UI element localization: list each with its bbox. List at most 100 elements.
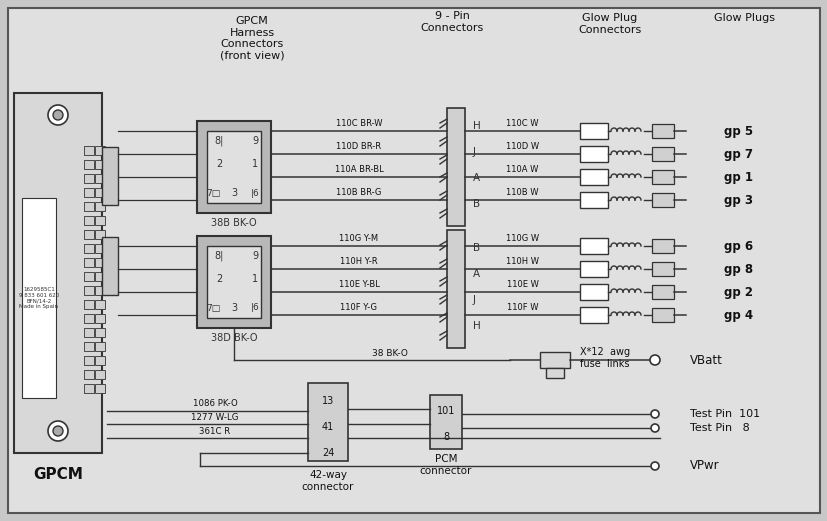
Text: 9 - Pin
Connectors: 9 - Pin Connectors <box>420 11 483 33</box>
Text: gp 7: gp 7 <box>723 147 752 160</box>
Text: 38B BK-O: 38B BK-O <box>211 218 256 228</box>
Bar <box>84 356 94 365</box>
Bar <box>95 244 105 253</box>
Bar <box>651 285 673 299</box>
Text: 1: 1 <box>251 159 258 169</box>
Text: B: B <box>472 199 480 209</box>
Text: GPCM
Harness
Connectors
(front view): GPCM Harness Connectors (front view) <box>219 16 284 61</box>
Text: 41: 41 <box>322 422 334 432</box>
Text: 1629585C1
9 833 601 620
BFN/14-2
Made in Spain: 1629585C1 9 833 601 620 BFN/14-2 Made in… <box>19 287 59 309</box>
Bar <box>84 328 94 337</box>
Text: 7□: 7□ <box>206 189 220 197</box>
Bar <box>84 174 94 183</box>
Circle shape <box>48 105 68 125</box>
Text: gp 6: gp 6 <box>723 240 753 253</box>
Circle shape <box>650 410 658 418</box>
Text: PCM
connector: PCM connector <box>419 454 471 476</box>
Bar <box>84 188 94 197</box>
Circle shape <box>53 110 63 120</box>
Text: 38D BK-O: 38D BK-O <box>211 333 257 343</box>
Bar <box>539 352 569 368</box>
Text: 2: 2 <box>216 274 222 284</box>
Text: GPCM: GPCM <box>33 467 83 482</box>
Bar <box>579 123 607 139</box>
Bar <box>95 216 105 225</box>
Text: 110G W: 110G W <box>505 233 538 242</box>
Text: 110A W: 110A W <box>505 165 538 173</box>
Bar <box>447 230 465 348</box>
Bar <box>95 314 105 323</box>
Bar <box>579 146 607 162</box>
Text: H: H <box>472 121 480 131</box>
Text: X*12  awg
fuse  links: X*12 awg fuse links <box>579 347 629 369</box>
Bar <box>84 244 94 253</box>
Text: Test Pin  101: Test Pin 101 <box>689 409 759 419</box>
Text: VBatt: VBatt <box>689 354 722 366</box>
Bar <box>95 258 105 267</box>
Bar <box>95 174 105 183</box>
Text: 110C W: 110C W <box>505 118 538 128</box>
Text: gp 4: gp 4 <box>723 308 753 321</box>
Text: 110D W: 110D W <box>505 142 538 151</box>
Bar <box>95 230 105 239</box>
Text: Glow Plug
Connectors: Glow Plug Connectors <box>578 13 641 34</box>
Text: 24: 24 <box>322 448 334 458</box>
Text: 110E Y-BL: 110E Y-BL <box>338 279 379 289</box>
Text: J: J <box>472 147 476 157</box>
Bar <box>197 236 270 328</box>
Text: gp 3: gp 3 <box>723 193 752 206</box>
Circle shape <box>650 424 658 432</box>
Bar <box>22 198 56 398</box>
Bar <box>84 342 94 351</box>
Circle shape <box>48 421 68 441</box>
Bar <box>84 370 94 379</box>
Bar <box>95 160 105 169</box>
Text: 9: 9 <box>251 251 258 261</box>
Bar <box>579 261 607 277</box>
Bar <box>207 131 261 203</box>
Bar <box>95 286 105 295</box>
Text: 110B W: 110B W <box>505 188 538 196</box>
Text: 361C R: 361C R <box>199 428 231 437</box>
Bar <box>308 383 347 461</box>
Text: gp 5: gp 5 <box>723 125 753 138</box>
Text: 1086 PK-O: 1086 PK-O <box>193 400 237 408</box>
Bar <box>579 169 607 185</box>
Text: 110G Y-M: 110G Y-M <box>339 233 378 242</box>
Circle shape <box>53 426 63 436</box>
Bar <box>95 202 105 211</box>
Bar <box>84 230 94 239</box>
Bar <box>102 237 118 295</box>
Bar <box>84 202 94 211</box>
Bar <box>84 216 94 225</box>
Text: 110H Y-R: 110H Y-R <box>340 256 377 266</box>
Text: 110E W: 110E W <box>506 279 538 289</box>
Bar <box>95 356 105 365</box>
Bar <box>447 108 465 226</box>
Text: 8|: 8| <box>214 251 223 261</box>
Text: 8: 8 <box>442 432 448 442</box>
Bar <box>651 239 673 253</box>
Bar <box>84 300 94 309</box>
Bar <box>95 146 105 155</box>
Bar <box>95 328 105 337</box>
Bar <box>84 258 94 267</box>
Text: 8|: 8| <box>214 136 223 146</box>
Bar <box>84 384 94 393</box>
Text: 1: 1 <box>251 274 258 284</box>
Text: gp 8: gp 8 <box>723 263 753 276</box>
Bar <box>95 188 105 197</box>
Text: 7□: 7□ <box>206 304 220 313</box>
Bar <box>651 308 673 322</box>
Text: Test Pin   8: Test Pin 8 <box>689 423 748 433</box>
Bar <box>14 93 102 453</box>
Text: B: B <box>472 243 480 253</box>
Text: A: A <box>472 269 480 279</box>
Bar <box>545 368 563 378</box>
Bar <box>197 121 270 213</box>
Text: 110F Y-G: 110F Y-G <box>340 303 377 312</box>
Bar <box>651 193 673 207</box>
Text: 13: 13 <box>322 396 334 406</box>
Text: 110D BR-R: 110D BR-R <box>336 142 381 151</box>
Bar <box>579 307 607 323</box>
